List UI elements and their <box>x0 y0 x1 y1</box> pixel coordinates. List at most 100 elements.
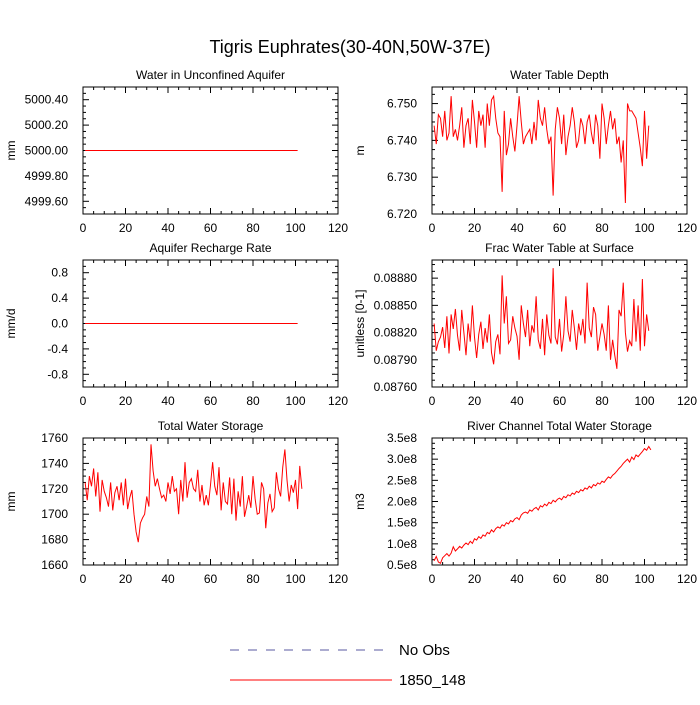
frac-water-table-xtick-label: 40 <box>510 394 524 408</box>
river-storage-ytick-label: 1.5e8 <box>387 516 417 530</box>
panels: Water in Unconfined Aquifer mm 0 20 40 60 80 10… <box>4 68 697 586</box>
recharge-rate-ytick-label: -0.4 <box>47 342 68 356</box>
total-water-storage-xtick-label: 20 <box>119 572 133 586</box>
frac-water-table-ytick-label: 0.08880 <box>374 271 418 285</box>
recharge-rate-xtick-label: 0 <box>80 394 87 408</box>
river-storage-series-line <box>433 445 652 565</box>
water-table-depth-ytick-label: 6.750 <box>387 97 417 111</box>
frac-water-table-ytick-label: 0.08790 <box>374 353 418 367</box>
frac-water-table-xtick-label: 60 <box>553 394 567 408</box>
total-water-storage-frame <box>82 437 339 566</box>
river-storage-ytick-label: 0.5e8 <box>387 558 417 572</box>
frac-water-table-xtick-label: 0 <box>429 394 436 408</box>
aquifer-water-ylabel: mm <box>4 141 18 161</box>
river-storage-xtick-label: 20 <box>468 572 482 586</box>
river-storage-ytick-label: 3.0e8 <box>387 452 417 466</box>
legend-no-obs-label: No Obs <box>399 642 450 659</box>
recharge-rate-ytick-label: 0.4 <box>51 291 68 305</box>
aquifer-water-xtick-label: 100 <box>285 221 305 235</box>
frac-water-table-xtick-label: 80 <box>595 394 609 408</box>
total-water-storage-xtick-label: 40 <box>161 572 175 586</box>
recharge-rate-ytick-label: 0.8 <box>51 266 68 280</box>
panel-total-water-storage: Total Water Storage mm 0 20 40 60 80 100 120 1660… <box>4 419 348 586</box>
frac-water-table-ytick-label: 0.08760 <box>374 380 418 394</box>
river-storage-xtick-label: 80 <box>595 572 609 586</box>
recharge-rate-title: Aquifer Recharge Rate <box>149 241 271 255</box>
aquifer-water-title: Water in Unconfined Aquifer <box>136 68 285 82</box>
river-storage-xtick-label: 0 <box>429 572 436 586</box>
river-storage-xtick-label: 100 <box>634 572 654 586</box>
recharge-rate-xtick-label: 60 <box>204 394 218 408</box>
recharge-rate-ylabel: mm/d <box>4 309 18 339</box>
panel-recharge-rate: Aquifer Recharge Rate mm/d 0 20 40 60 80 100 120… <box>4 241 348 408</box>
panel-river-storage: River Channel Total Water Storage m3 0 20 40… <box>353 419 697 586</box>
total-water-storage-series-line <box>84 444 303 543</box>
frac-water-table-xtick-label: 20 <box>468 394 482 408</box>
frac-water-table-ytick-label: 0.08850 <box>374 298 418 312</box>
total-water-storage-ytick-label: 1740 <box>41 456 68 470</box>
water-table-depth-series-line <box>433 94 650 203</box>
river-storage-xtick-label: 120 <box>677 572 697 586</box>
total-water-storage-ytick-label: 1700 <box>41 507 68 521</box>
frac-water-table-xtick-label: 120 <box>677 394 697 408</box>
water-table-depth-xtick-label: 0 <box>429 221 436 235</box>
total-water-storage-ytick-label: 1680 <box>41 533 68 547</box>
legend: No Obs 1850_148 <box>230 642 466 689</box>
river-storage-xtick-label: 60 <box>553 572 567 586</box>
water-table-depth-ytick-label: 6.740 <box>387 133 417 147</box>
recharge-rate-xtick-label: 20 <box>119 394 133 408</box>
total-water-storage-ytick-label: 1760 <box>41 431 68 445</box>
river-storage-ytick-label: 2.0e8 <box>387 495 417 509</box>
frac-water-table-ytick-label: 0.08820 <box>374 326 418 340</box>
aquifer-water-ytick-label: 4999.60 <box>25 194 69 208</box>
recharge-rate-xtick-label: 40 <box>161 394 175 408</box>
water-table-depth-xtick-label: 80 <box>595 221 609 235</box>
panel-aquifer-water: Water in Unconfined Aquifer mm 0 20 40 60 80 10… <box>4 68 348 235</box>
total-water-storage-xtick-label: 60 <box>204 572 218 586</box>
total-water-storage-ylabel: mm <box>4 492 18 512</box>
river-storage-title: River Channel Total Water Storage <box>467 419 652 433</box>
legend-1850-148-label: 1850_148 <box>399 672 466 689</box>
river-storage-frame <box>431 437 688 566</box>
water-table-depth-xtick-label: 120 <box>677 221 697 235</box>
aquifer-water-xtick-label: 120 <box>328 221 348 235</box>
water-table-depth-ytick-label: 6.730 <box>387 170 417 184</box>
total-water-storage-ytick-label: 1660 <box>41 558 68 572</box>
water-table-depth-xtick-label: 40 <box>510 221 524 235</box>
total-water-storage-xtick-label: 100 <box>285 572 305 586</box>
recharge-rate-ytick-label: 0.0 <box>51 317 68 331</box>
aquifer-water-ytick-label: 5000.20 <box>25 118 69 132</box>
panel-frac-water-table: Frac Water Table at Surface unitless [0-1… <box>353 241 697 408</box>
water-table-depth-ytick-label: 6.720 <box>387 207 417 221</box>
total-water-storage-xtick-label: 0 <box>80 572 87 586</box>
recharge-rate-ytick-label: -0.8 <box>47 367 68 381</box>
frac-water-table-ylabel: unitless [0-1] <box>353 289 367 357</box>
frac-water-table-title: Frac Water Table at Surface <box>485 241 634 255</box>
water-table-depth-xtick-label: 100 <box>634 221 654 235</box>
aquifer-water-ytick-label: 5000.00 <box>25 144 69 158</box>
aquifer-water-xtick-label: 60 <box>204 221 218 235</box>
river-storage-ylabel: m3 <box>353 493 367 510</box>
water-table-depth-title: Water Table Depth <box>510 68 609 82</box>
river-storage-ytick-label: 2.5e8 <box>387 473 417 487</box>
recharge-rate-xtick-label: 120 <box>328 394 348 408</box>
aquifer-water-xtick-label: 20 <box>119 221 133 235</box>
aquifer-water-xtick-label: 40 <box>161 221 175 235</box>
recharge-rate-xtick-label: 100 <box>285 394 305 408</box>
aquifer-water-ytick-label: 4999.80 <box>25 169 69 183</box>
figure-title: Tigris Euphrates(30-40N,50W-37E) <box>209 37 490 57</box>
river-storage-ytick-label: 3.5e8 <box>387 431 417 445</box>
aquifer-water-xtick-label: 80 <box>246 221 260 235</box>
water-table-depth-ylabel: m <box>353 146 367 156</box>
total-water-storage-xtick-label: 120 <box>328 572 348 586</box>
river-storage-ytick-label: 1.0e8 <box>387 537 417 551</box>
water-table-depth-frame <box>431 86 688 215</box>
water-table-depth-xtick-label: 20 <box>468 221 482 235</box>
river-storage-xtick-label: 40 <box>510 572 524 586</box>
water-table-depth-xtick-label: 60 <box>553 221 567 235</box>
total-water-storage-ytick-label: 1720 <box>41 482 68 496</box>
frac-water-table-xtick-label: 100 <box>634 394 654 408</box>
total-water-storage-xtick-label: 80 <box>246 572 260 586</box>
